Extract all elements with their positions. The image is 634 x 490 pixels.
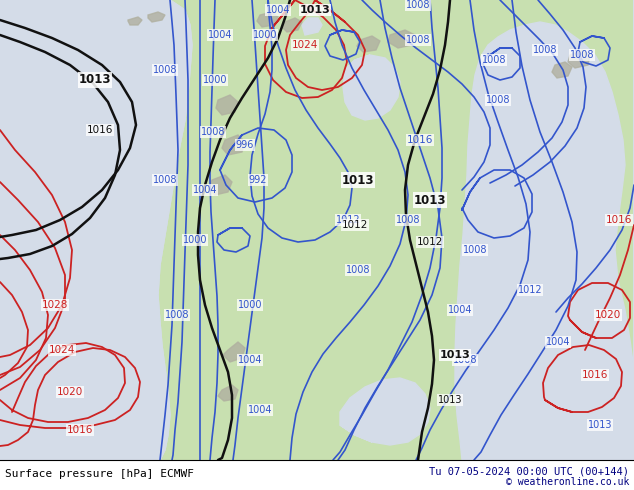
Text: 996: 996 <box>236 140 254 150</box>
Polygon shape <box>455 0 634 460</box>
Polygon shape <box>222 135 245 155</box>
Text: 992: 992 <box>249 175 268 185</box>
Text: 1013: 1013 <box>414 194 446 206</box>
Text: 1028: 1028 <box>42 300 68 310</box>
Text: 1004: 1004 <box>248 405 272 415</box>
Text: 1008: 1008 <box>463 245 488 255</box>
Text: 1016: 1016 <box>67 425 93 435</box>
Text: 1008: 1008 <box>453 355 477 365</box>
Polygon shape <box>282 18 302 32</box>
Polygon shape <box>0 0 192 460</box>
Text: 1004: 1004 <box>193 185 217 195</box>
Text: 1024: 1024 <box>49 345 75 355</box>
Text: 1013: 1013 <box>437 395 462 405</box>
Text: 1008: 1008 <box>486 95 510 105</box>
Polygon shape <box>302 18 322 35</box>
Text: 1004: 1004 <box>546 337 570 347</box>
Polygon shape <box>568 50 590 68</box>
Text: 1004: 1004 <box>208 30 232 40</box>
Polygon shape <box>218 385 238 401</box>
Text: 1008: 1008 <box>165 310 190 320</box>
Polygon shape <box>216 95 238 115</box>
Polygon shape <box>208 175 232 195</box>
Polygon shape <box>0 0 192 460</box>
Text: 1008: 1008 <box>346 265 370 275</box>
Text: 1016: 1016 <box>87 125 113 135</box>
Text: 1000: 1000 <box>183 235 207 245</box>
Text: 1013: 1013 <box>342 173 374 187</box>
Text: 1008: 1008 <box>482 55 507 65</box>
Text: 1008: 1008 <box>406 35 430 45</box>
Text: 1020: 1020 <box>57 387 83 397</box>
Text: 1016: 1016 <box>582 370 608 380</box>
Text: 1013: 1013 <box>79 74 111 87</box>
Text: 1020: 1020 <box>595 310 621 320</box>
Text: 1008: 1008 <box>570 50 594 60</box>
Polygon shape <box>343 55 400 120</box>
Polygon shape <box>388 30 415 48</box>
Text: 1004: 1004 <box>266 5 290 15</box>
Polygon shape <box>552 62 572 78</box>
Text: 1008: 1008 <box>153 175 178 185</box>
Text: 1013: 1013 <box>439 350 470 360</box>
Text: 1012: 1012 <box>417 237 443 247</box>
Text: 1008: 1008 <box>406 0 430 10</box>
Text: 1008: 1008 <box>533 45 557 55</box>
Text: Tu 07-05-2024 00:00 UTC (00+144): Tu 07-05-2024 00:00 UTC (00+144) <box>429 466 629 476</box>
Text: 1016: 1016 <box>606 215 632 225</box>
Polygon shape <box>0 0 634 460</box>
Text: 1012: 1012 <box>335 215 360 225</box>
Text: 1013: 1013 <box>300 5 330 15</box>
Text: 1000: 1000 <box>203 75 227 85</box>
Text: 1008: 1008 <box>396 215 420 225</box>
Text: 1008: 1008 <box>153 65 178 75</box>
Text: 1012: 1012 <box>518 285 542 295</box>
Text: Surface pressure [hPa] ECMWF: Surface pressure [hPa] ECMWF <box>5 469 194 479</box>
Polygon shape <box>357 36 380 52</box>
Polygon shape <box>0 0 634 460</box>
Text: 1008: 1008 <box>201 127 225 137</box>
Text: 1016: 1016 <box>407 135 433 145</box>
Bar <box>0 460 634 490</box>
Polygon shape <box>223 342 245 362</box>
Polygon shape <box>148 12 165 22</box>
Text: © weatheronline.co.uk: © weatheronline.co.uk <box>506 477 629 487</box>
Polygon shape <box>257 12 278 27</box>
Text: 1004: 1004 <box>238 355 262 365</box>
Text: 1013: 1013 <box>588 420 612 430</box>
Text: 1024: 1024 <box>292 40 318 50</box>
Text: 1000: 1000 <box>238 300 262 310</box>
Polygon shape <box>0 0 192 460</box>
Text: 1004: 1004 <box>448 305 472 315</box>
Polygon shape <box>340 378 430 445</box>
Text: 1012: 1012 <box>342 220 368 230</box>
Text: 1000: 1000 <box>253 30 277 40</box>
Polygon shape <box>128 17 142 25</box>
